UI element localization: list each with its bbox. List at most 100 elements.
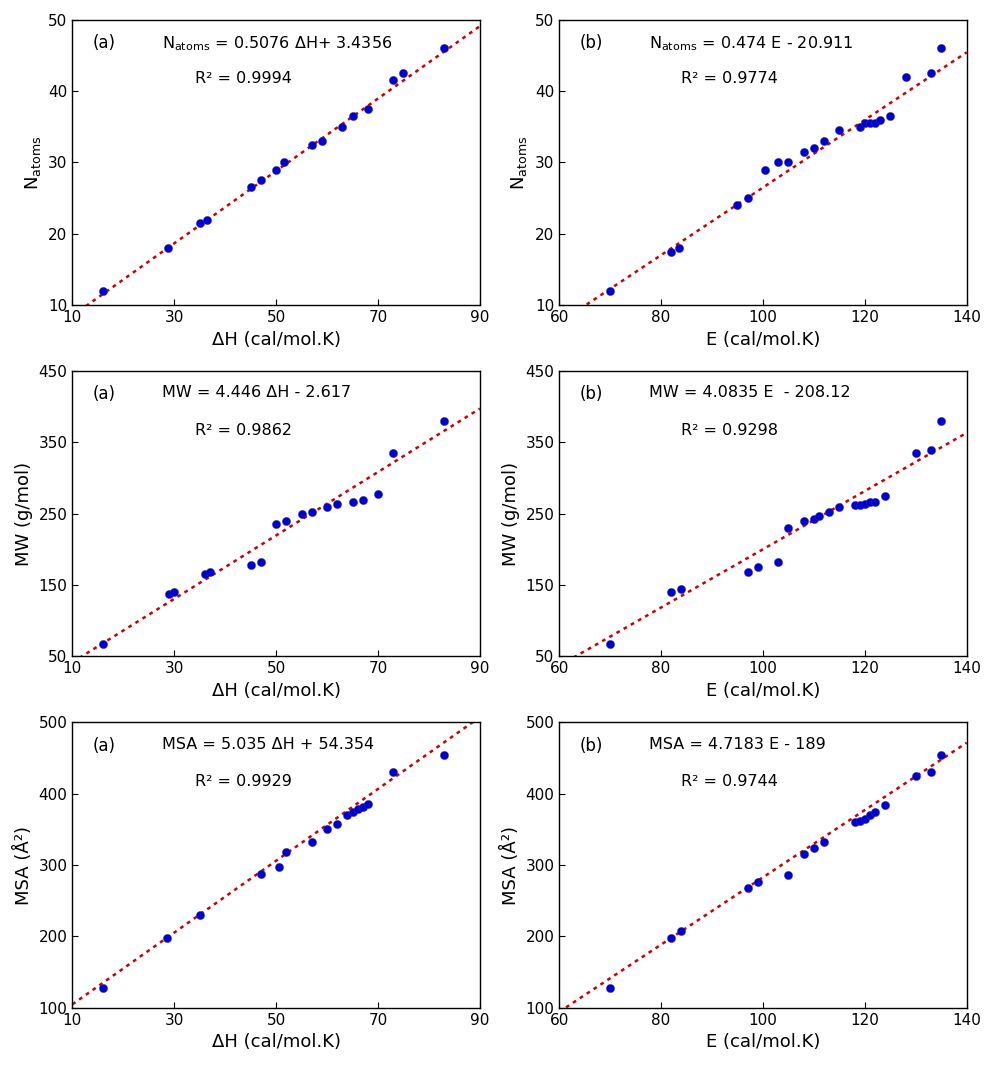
Text: (a): (a) (92, 386, 115, 404)
Point (268, 161, 284, 178)
Point (769, 553, 785, 570)
Point (673, 580, 689, 597)
Point (355, 798, 371, 815)
Point (805, 510, 821, 527)
Text: (a): (a) (92, 34, 115, 52)
Point (922, 764, 938, 781)
Point (303, 834, 319, 851)
Point (779, 867, 795, 884)
Point (278, 512, 294, 529)
Point (795, 512, 811, 529)
Point (243, 557, 258, 574)
Point (815, 834, 831, 851)
Point (314, 132, 330, 149)
Point (922, 441, 938, 458)
Point (831, 121, 847, 138)
Point (877, 488, 893, 505)
Y-axis label: $\mathregular{N_{atoms}}$: $\mathregular{N_{atoms}}$ (509, 135, 529, 190)
Point (344, 108, 360, 125)
Point (275, 154, 291, 171)
Point (907, 445, 922, 462)
Text: R² = 0.9298: R² = 0.9298 (681, 423, 777, 438)
Point (293, 505, 309, 522)
Point (861, 494, 877, 511)
Point (779, 154, 795, 171)
Point (810, 507, 826, 524)
Point (739, 880, 754, 897)
Point (197, 566, 213, 583)
Point (897, 68, 912, 85)
X-axis label: ΔH (cal/mol.K): ΔH (cal/mol.K) (212, 330, 340, 348)
Point (303, 504, 319, 521)
Point (94, 635, 110, 652)
Point (94, 282, 110, 299)
Point (166, 584, 182, 601)
Point (192, 214, 208, 231)
X-axis label: E (cal/mol.K): E (cal/mol.K) (705, 330, 819, 348)
Point (861, 115, 877, 132)
Point (673, 922, 689, 939)
Point (851, 813, 867, 830)
Point (866, 803, 882, 820)
Point (385, 764, 401, 781)
Point (396, 65, 412, 82)
Point (856, 495, 872, 512)
Text: MW = 4.446 ΔH - 2.617: MW = 4.446 ΔH - 2.617 (162, 386, 351, 400)
Point (769, 154, 785, 171)
Text: MSA = 4.7183 E - 189: MSA = 4.7183 E - 189 (648, 737, 825, 752)
Point (922, 65, 938, 82)
Point (729, 197, 745, 214)
Point (349, 801, 365, 818)
Text: MW = 4.0835 E  - 208.12: MW = 4.0835 E - 208.12 (648, 386, 850, 400)
Point (252, 553, 268, 570)
Point (319, 498, 335, 515)
Point (739, 563, 754, 580)
Text: $\mathregular{N_{atoms}}$ = 0.474 E - 20.911: $\mathregular{N_{atoms}}$ = 0.474 E - 20… (648, 34, 853, 53)
Point (252, 865, 268, 882)
Point (932, 412, 948, 429)
Point (370, 486, 386, 503)
Point (932, 747, 948, 764)
Point (882, 108, 898, 125)
Point (344, 803, 360, 820)
Y-axis label: MSA (Å²): MSA (Å²) (500, 825, 519, 904)
Text: (b): (b) (579, 386, 602, 404)
Point (815, 132, 831, 149)
Text: R² = 0.9744: R² = 0.9744 (681, 774, 777, 789)
Point (161, 585, 177, 602)
Point (344, 494, 360, 511)
Point (243, 179, 258, 196)
Y-axis label: $\mathregular{N_{atoms}}$: $\mathregular{N_{atoms}}$ (23, 135, 43, 190)
Point (739, 190, 754, 207)
Point (355, 491, 371, 508)
Point (795, 846, 811, 863)
Y-axis label: MW (g/mol): MW (g/mol) (15, 462, 33, 566)
X-axis label: E (cal/mol.K): E (cal/mol.K) (705, 682, 819, 700)
Point (435, 39, 451, 56)
Point (329, 815, 345, 832)
Point (435, 747, 451, 764)
Point (756, 161, 772, 178)
Point (329, 495, 345, 512)
Point (199, 211, 215, 228)
Point (877, 797, 893, 814)
Point (601, 282, 617, 299)
Point (851, 496, 867, 513)
Point (663, 930, 679, 947)
Point (270, 858, 286, 875)
Point (872, 111, 888, 128)
Point (795, 144, 811, 161)
Point (601, 979, 617, 996)
Text: $\mathregular{N_{atoms}}$ = 0.5076 ΔH+ 3.4356: $\mathregular{N_{atoms}}$ = 0.5076 ΔH+ 3… (162, 34, 392, 53)
X-axis label: ΔH (cal/mol.K): ΔH (cal/mol.K) (212, 682, 340, 700)
Point (861, 806, 877, 823)
Point (385, 445, 401, 462)
Text: R² = 0.9929: R² = 0.9929 (195, 774, 291, 789)
Point (252, 171, 268, 189)
Point (94, 979, 110, 996)
Y-axis label: MW (g/mol): MW (g/mol) (501, 462, 519, 566)
Point (820, 504, 836, 521)
Point (158, 930, 174, 947)
Point (360, 100, 376, 117)
Point (866, 493, 882, 510)
